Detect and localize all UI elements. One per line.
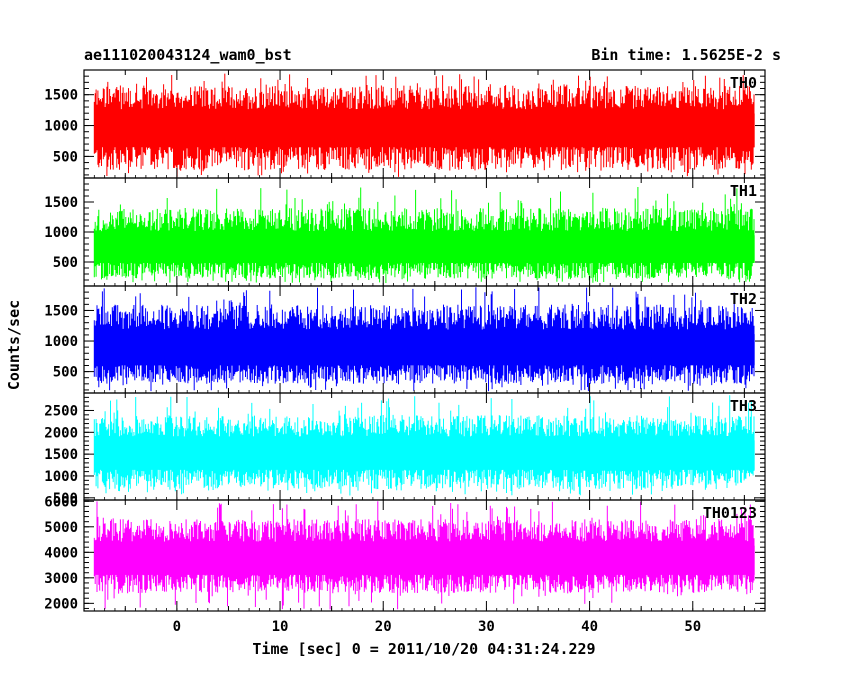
y-tick-label: 1000 [44,225,78,241]
y-tick-label: 1500 [44,88,78,104]
y-tick-label: 1000 [44,469,78,485]
x-axis-label: Time [sec] 0 = 2011/10/20 04:31:24.229 [252,640,595,658]
x-tick-label: 40 [581,619,598,635]
y-tick-label: 2000 [44,596,78,612]
chart-title: ae111020043124_wam0_bst [84,46,292,64]
y-tick-label: 500 [53,491,78,507]
y-tick-label: 1000 [44,334,78,350]
series-line-th3 [93,395,755,496]
y-tick-label: 1000 [44,119,78,135]
y-tick-label: 500 [53,255,78,271]
series-label-th3: TH3 [730,397,757,415]
y-axis-label: Counts/sec [5,300,23,390]
y-tick-label: 5000 [44,520,78,536]
series-line-th0 [93,73,755,177]
y-tick-label: 6000 [44,494,78,510]
series-line-th2 [93,287,755,392]
x-tick-label: 10 [272,619,289,635]
bin-time-label: Bin time: 1.5625E-2 s [591,46,781,64]
x-tick-label: 0 [173,619,181,635]
y-tick-label: 4000 [44,545,78,561]
y-tick-label: 500 [53,365,78,381]
y-tick-label: 1500 [44,195,78,211]
x-tick-label: 20 [375,619,392,635]
y-tick-label: 1500 [44,303,78,319]
series-label-th0123: TH0123 [703,504,757,522]
y-tick-label: 2000 [44,425,78,441]
y-tick-label: 1500 [44,447,78,463]
y-tick-label: 2500 [44,403,78,419]
panels-group: 50010001500TH050010001500TH150010001500T… [44,69,766,635]
x-tick-label: 50 [684,619,701,635]
y-tick-label: 3000 [44,571,78,587]
y-tick-label: 500 [53,149,78,165]
series-label-th2: TH2 [730,290,757,308]
series-label-th0: TH0 [730,74,757,92]
series-line-th1 [93,187,755,283]
x-tick-label: 30 [478,619,495,635]
series-line-th0123 [93,501,755,610]
series-label-th1: TH1 [730,182,757,200]
